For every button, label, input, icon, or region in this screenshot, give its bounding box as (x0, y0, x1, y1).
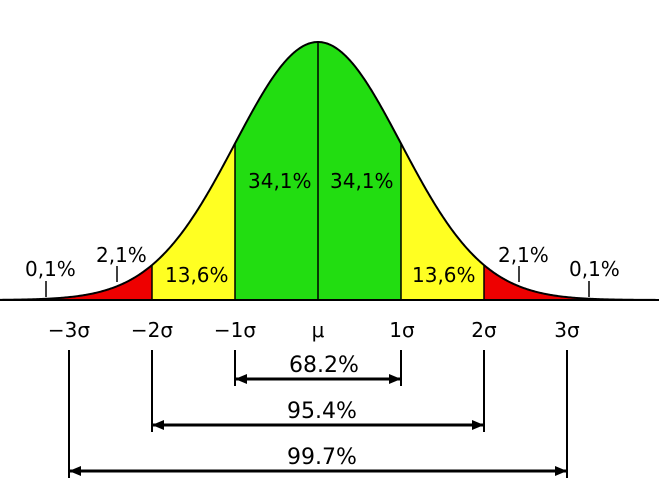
region-left-outer (69, 265, 152, 300)
label-right-tail: 0,1% (569, 257, 620, 281)
tick-minus-3-sigma: −3σ (48, 318, 90, 342)
label-left-middle: 13,6% (165, 263, 229, 287)
interval-extension-lines (68, 350, 568, 478)
tick-plus-2-sigma: 2σ (471, 318, 497, 342)
tick-mean: μ (312, 318, 325, 342)
bell-curve (0, 40, 659, 301)
label-left-tail: 0,1% (25, 257, 76, 281)
tick-minus-2-sigma: −2σ (131, 318, 173, 342)
label-right-middle: 13,6% (412, 263, 476, 287)
interval-arrows (69, 374, 567, 476)
region-right-outer (484, 265, 567, 300)
sigma-dividers (151, 42, 485, 300)
label-right-outer: 2,1% (498, 243, 549, 267)
label-left-center: 34,1% (248, 169, 312, 193)
label-left-outer: 2,1% (96, 243, 147, 267)
label-three-sigma-interval: 99.7% (287, 445, 357, 470)
region-labels: 0,1% 2,1% 13,6% 34,1% 34,1% 13,6% 2,1% 0… (25, 169, 620, 287)
tick-plus-1-sigma: 1σ (389, 318, 415, 342)
label-two-sigma-interval: 95.4% (287, 399, 357, 424)
label-one-sigma-interval: 68.2% (289, 353, 359, 378)
tick-plus-3-sigma: 3σ (554, 318, 580, 342)
axis-tick-labels: −3σ −2σ −1σ μ 1σ 2σ 3σ (48, 318, 580, 342)
interval-labels: 68.2% 95.4% 99.7% (287, 353, 359, 470)
tail-pointer-ticks (45, 266, 590, 297)
label-right-center: 34,1% (330, 169, 394, 193)
tick-minus-1-sigma: −1σ (214, 318, 256, 342)
